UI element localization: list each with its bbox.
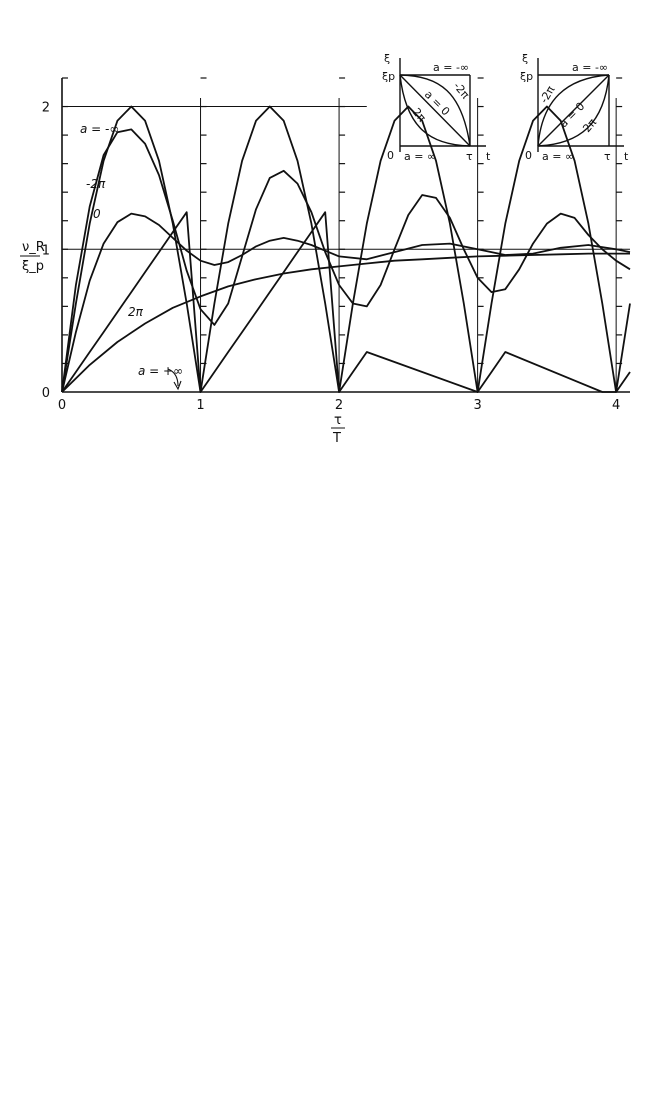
x-tick-label-2: 2 bbox=[335, 398, 343, 413]
inset-left-label-ainf: a = ∞ bbox=[404, 150, 436, 163]
inset-right-ylabel: ξ bbox=[522, 52, 528, 65]
y-tick-label-1: 1 bbox=[42, 243, 50, 258]
inset-left-ylevel: ξp bbox=[382, 70, 395, 83]
inset-right-xaxis: t bbox=[624, 150, 629, 163]
x-tick-label-4: 4 bbox=[612, 398, 620, 413]
inset-left-curve-a0 bbox=[399, 74, 471, 147]
inset-right-label-neg2pi: -2π bbox=[537, 83, 557, 105]
annotation-arrowhead bbox=[173, 380, 182, 391]
x-axis-label-num: τ bbox=[334, 413, 342, 428]
y-tick-label-0: 0 bbox=[42, 386, 50, 401]
curve-label-neg-2pi: -2π bbox=[86, 177, 106, 191]
y-axis-label-num: ν_R bbox=[22, 240, 45, 255]
inset-left-label-aneginf: a = -∞ bbox=[433, 61, 469, 74]
inset-chart-left: ξ ξp 0 τ t a = -∞ -2π a = 0 2π a = ∞ bbox=[382, 52, 491, 163]
inset-right-curve-2pi bbox=[537, 74, 610, 147]
curve-label-a-pos-inf: a = +∞ bbox=[138, 364, 183, 378]
x-axis-label-den: T bbox=[332, 431, 341, 446]
series-line-4 bbox=[61, 211, 631, 393]
x-tick-label-1: 1 bbox=[196, 398, 204, 413]
series-line-0 bbox=[61, 105, 631, 393]
inset-right-label-aneginf: a = -∞ bbox=[572, 61, 608, 74]
inset-left-xaxis: t bbox=[486, 150, 491, 163]
y-tick-label-2: 2 bbox=[42, 101, 50, 116]
series-line-2 bbox=[61, 212, 631, 393]
chart-axes bbox=[61, 78, 630, 393]
inset-left-curve-2pi bbox=[399, 74, 471, 147]
labels-group: a = -∞ -2π 0 2π a = +∞ bbox=[80, 122, 183, 391]
inset-chart-right: ξ ξp 0 τ t a = -∞ -2π a = 0 2π a = ∞ bbox=[520, 52, 629, 163]
ticks: 0 1 2 3 4 0 1 2 bbox=[42, 77, 623, 413]
inset-left-label-2pi: 2π bbox=[410, 106, 429, 125]
inset-right-ylevel: ξp bbox=[520, 70, 533, 83]
y-axis-label: ν_R ξ_p bbox=[20, 240, 45, 274]
inset-left-origin: 0 bbox=[387, 149, 394, 162]
inset-left-ylabel: ξ bbox=[384, 52, 390, 65]
inset-right-xend: τ bbox=[604, 150, 611, 163]
series-group bbox=[61, 105, 631, 393]
inset-right-curve-neg2pi bbox=[537, 74, 610, 147]
curve-label-2pi: 2π bbox=[128, 305, 144, 319]
curve-label-a-neg-inf: a = -∞ bbox=[80, 122, 119, 136]
x-tick-label-0: 0 bbox=[58, 398, 66, 413]
gridlines bbox=[62, 98, 630, 392]
inset-right-curve-a0 bbox=[537, 74, 610, 147]
series-line-1 bbox=[61, 128, 631, 393]
inset-right-label-ainf: a = ∞ bbox=[542, 150, 574, 163]
x-tick-label-3: 3 bbox=[473, 398, 481, 413]
y-axis-label-den: ξ_p bbox=[22, 259, 44, 274]
series-line-3 bbox=[61, 252, 630, 393]
inset-left-xend: τ bbox=[466, 150, 473, 163]
annotation-arrow bbox=[167, 368, 179, 387]
inset-left-curve-neg2pi bbox=[399, 74, 471, 147]
inset-right-origin: 0 bbox=[525, 149, 532, 162]
x-axis-label: τ T bbox=[331, 413, 345, 446]
curve-label-zero: 0 bbox=[93, 207, 101, 221]
